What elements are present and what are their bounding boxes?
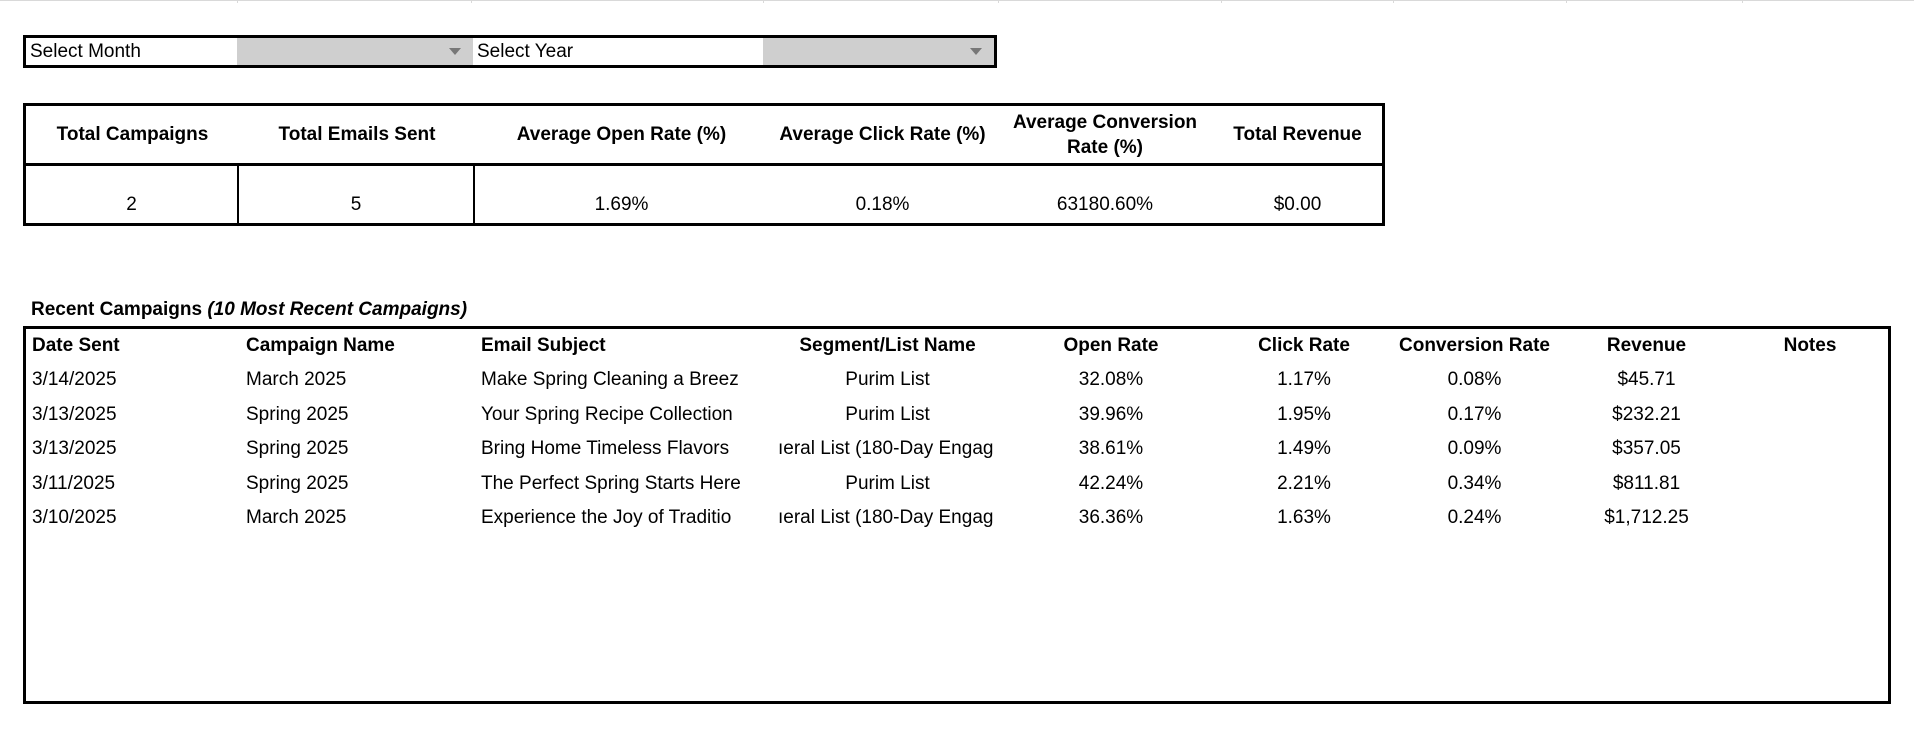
cell-open-rate: 42.24%	[1078, 472, 1144, 494]
cell-conversion-rate: 0.09%	[1447, 438, 1502, 460]
cell-date: 3/14/2025	[32, 369, 117, 391]
total-emails-value: 5	[239, 166, 475, 223]
summary-header: Average Click Rate (%)	[779, 124, 986, 145]
cell-revenue: $232.21	[1612, 403, 1681, 425]
cell-conversion-rate: 0.08%	[1447, 369, 1502, 391]
cell-campaign: March 2025	[246, 506, 347, 528]
recent-campaigns-title: Recent Campaigns (10 Most Recent Campaig…	[31, 299, 467, 321]
filter-bar: Select Month Select Year	[23, 35, 997, 68]
month-dropdown[interactable]	[237, 38, 473, 65]
cell-conversion-rate: 0.17%	[1447, 403, 1502, 425]
table-row: 3/10/2025 March 2025 Experience the Joy …	[26, 501, 1888, 535]
chevron-down-icon	[449, 48, 461, 55]
summary-table: Total Campaigns Total Emails Sent Averag…	[23, 103, 1385, 226]
cell-subject: The Perfect Spring Starts Here	[481, 472, 741, 494]
cell-segment: Purim List	[845, 369, 930, 391]
column-header-open: Open Rate	[1063, 335, 1159, 356]
cell-conversion-rate: 0.34%	[1447, 472, 1502, 494]
table-row: 3/11/2025 Spring 2025 The Perfect Spring…	[26, 467, 1888, 501]
column-header-click: Click Rate	[1258, 335, 1350, 356]
cell-segment: Purim List	[845, 403, 930, 425]
cell-campaign: Spring 2025	[246, 403, 349, 425]
cell-click-rate: 2.21%	[1277, 472, 1331, 494]
cell-segment: Purim List	[845, 472, 930, 494]
cell-campaign: Spring 2025	[246, 472, 349, 494]
column-header-notes: Notes	[1783, 335, 1837, 356]
cell-notes	[1732, 501, 1888, 535]
cell-date: 3/13/2025	[32, 438, 117, 460]
table-row: 3/14/2025 March 2025 Make Spring Cleanin…	[26, 363, 1888, 397]
cell-date: 3/11/2025	[32, 472, 116, 494]
cell-date: 3/10/2025	[32, 506, 117, 528]
summary-header: Total Emails Sent	[278, 124, 436, 145]
cell-segment: ıeral List (180-Day Engag	[778, 506, 994, 528]
summary-header: Average Open Rate (%)	[516, 124, 727, 145]
avg-conversion-rate-value: 63180.60%	[1056, 194, 1154, 215]
column-header-revenue: Revenue	[1606, 335, 1687, 356]
cell-subject: Your Spring Recipe Collection	[481, 403, 733, 425]
cell-notes	[1732, 363, 1888, 397]
summary-header: Total Campaigns	[56, 124, 209, 145]
cell-conversion-rate: 0.24%	[1447, 506, 1502, 528]
total-revenue-value: $0.00	[1273, 194, 1322, 215]
summary-header: Average Conversion Rate (%)	[1012, 111, 1198, 158]
cell-open-rate: 32.08%	[1078, 369, 1144, 391]
cell-date: 3/13/2025	[32, 403, 117, 425]
summary-header: Total Revenue	[1233, 124, 1362, 145]
cell-revenue: $811.81	[1612, 472, 1681, 494]
cell-open-rate: 38.61%	[1078, 438, 1144, 460]
cell-subject: Bring Home Timeless Flavors	[481, 438, 730, 460]
recent-campaigns-table: Date Sent Campaign Name Email Subject Se…	[23, 326, 1891, 704]
recent-title-text: Recent Campaigns	[31, 299, 203, 320]
summary-header-row: Total Campaigns Total Emails Sent Averag…	[26, 106, 1382, 166]
chevron-down-icon	[970, 48, 982, 55]
cell-subject: Experience the Joy of Traditio	[481, 506, 732, 528]
column-header-conversion: Conversion Rate	[1399, 335, 1550, 356]
cell-click-rate: 1.17%	[1277, 369, 1331, 391]
avg-open-rate-value: 1.69%	[594, 194, 649, 215]
cell-segment: ıeral List (180-Day Engag	[778, 438, 994, 460]
cell-click-rate: 1.63%	[1277, 506, 1331, 528]
cell-revenue: $45.71	[1617, 369, 1676, 391]
column-header-segment: Segment/List Name	[799, 335, 976, 356]
cell-notes	[1732, 432, 1888, 466]
table-row: 3/13/2025 Spring 2025 Bring Home Timeles…	[26, 432, 1888, 466]
cell-revenue: $357.05	[1612, 438, 1681, 460]
summary-value-row: 2 5 1.69% 0.18% 63180.60% $0.00	[26, 166, 1382, 223]
cell-subject: Make Spring Cleaning a Breez	[481, 369, 739, 391]
cell-campaign: March 2025	[246, 369, 347, 391]
cell-open-rate: 36.36%	[1078, 506, 1144, 528]
cell-revenue: $1,712.25	[1604, 506, 1689, 528]
recent-subtitle: (10 Most Recent Campaigns)	[207, 299, 468, 320]
total-campaigns-value: 2	[26, 166, 239, 223]
table-row: 3/13/2025 Spring 2025 Your Spring Recipe…	[26, 398, 1888, 432]
cell-notes	[1732, 467, 1888, 501]
avg-click-rate-value: 0.18%	[855, 194, 910, 215]
sheet-gridline	[0, 0, 1914, 3]
cell-campaign: Spring 2025	[246, 438, 349, 460]
cell-click-rate: 1.49%	[1277, 438, 1331, 460]
column-header-subject: Email Subject	[481, 335, 606, 356]
cell-notes	[1732, 398, 1888, 432]
year-label: Select Year	[473, 38, 763, 65]
cell-open-rate: 39.96%	[1078, 403, 1144, 425]
cell-click-rate: 1.95%	[1277, 403, 1331, 425]
column-header-campaign: Campaign Name	[246, 335, 395, 356]
column-header-date: Date Sent	[32, 335, 120, 356]
table-header-row: Date Sent Campaign Name Email Subject Se…	[26, 329, 1888, 363]
month-label: Select Month	[26, 38, 237, 65]
year-dropdown[interactable]	[763, 38, 994, 65]
